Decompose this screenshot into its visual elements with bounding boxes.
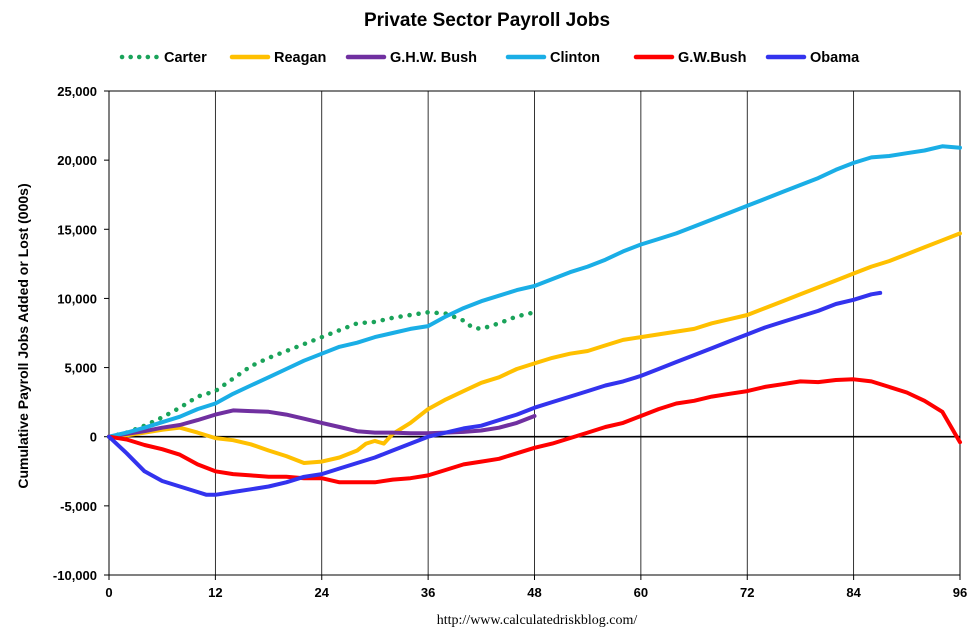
series-line-g-w-bush bbox=[107, 377, 962, 485]
source-credit: http://www.calculatedriskblog.com/ bbox=[437, 613, 638, 628]
x-tick-label: 48 bbox=[527, 585, 541, 600]
y-tick-label: 10,000 bbox=[57, 291, 97, 306]
x-tick-label: 60 bbox=[634, 585, 648, 600]
series-line-carter bbox=[106, 310, 537, 439]
series-line-obama bbox=[107, 290, 883, 497]
series-line-reagan bbox=[107, 231, 962, 465]
y-tick-label: -10,000 bbox=[53, 568, 97, 583]
x-tick-label: 24 bbox=[315, 585, 330, 600]
y-tick-label: 20,000 bbox=[57, 153, 97, 168]
legend-label-g-h-w-bush: G.H.W. Bush bbox=[390, 50, 477, 66]
x-tick-label: 84 bbox=[846, 585, 861, 600]
series-group bbox=[106, 144, 962, 497]
chart-title: Private Sector Payroll Jobs bbox=[364, 10, 610, 31]
x-tick-label: 72 bbox=[740, 585, 754, 600]
x-tick-label: 12 bbox=[208, 585, 222, 600]
series-line-g-h-w-bush bbox=[107, 408, 537, 439]
legend: Carter Reagan G.H.W. Bush Clinton G.W.Bush Ob… bbox=[119, 50, 860, 66]
legend-label-carter: Carter bbox=[164, 50, 207, 66]
y-tick-label: 0 bbox=[90, 430, 97, 445]
y-tick-label: 5,000 bbox=[64, 361, 97, 376]
x-tick-label: 0 bbox=[105, 585, 112, 600]
y-tick-label: -5,000 bbox=[60, 499, 97, 514]
axes: 0 12 24 36 48 60 72 84 96 -10,000 -5,000 0 5,000 10,0… bbox=[53, 84, 967, 600]
legend-label-obama: Obama bbox=[810, 50, 860, 66]
x-tick-label: 96 bbox=[953, 585, 967, 600]
y-tick-label: 15,000 bbox=[57, 222, 97, 237]
y-axis-label: Cumulative Payroll Jobs Added or Lost (0… bbox=[15, 183, 31, 488]
x-tick-label: 36 bbox=[421, 585, 435, 600]
legend-label-reagan: Reagan bbox=[274, 50, 326, 66]
series-line-clinton bbox=[107, 144, 962, 439]
legend-label-clinton: Clinton bbox=[550, 50, 600, 66]
legend-label-g-w-bush: G.W.Bush bbox=[678, 50, 746, 66]
y-tick-label: 25,000 bbox=[57, 84, 97, 99]
grid bbox=[109, 91, 960, 575]
